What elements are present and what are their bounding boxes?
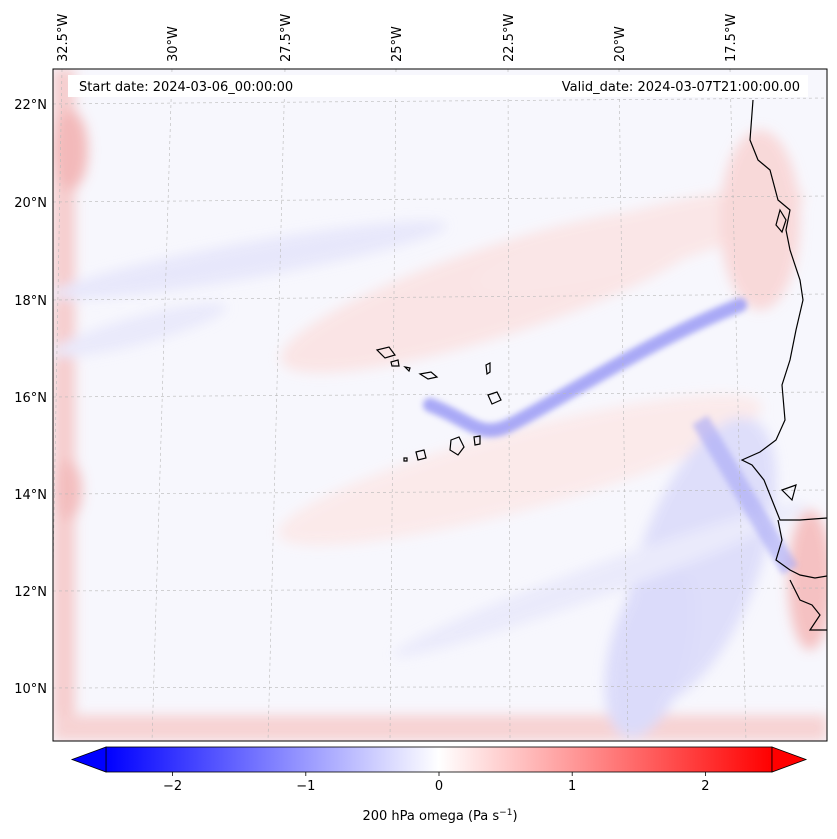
start-date-label: Start date: 2024-03-06_00:00:00 [79, 80, 293, 95]
omega-field [53, 69, 827, 741]
lat-label: 16°N [14, 391, 47, 406]
valid-date-label: Valid_date: 2024-03-07T21:00:00.00 [562, 80, 800, 95]
colorbar: −2 −1 0 1 2 200 hPa omega (Pa s−1) [70, 746, 808, 824]
lat-label: 20°N [14, 196, 47, 211]
date-banner [68, 75, 808, 97]
lon-label: 27.5°W [279, 14, 294, 62]
colorbar-gradient [105, 746, 773, 773]
colorbar-ticks: −2 −1 0 1 2 [163, 772, 710, 794]
lon-label: 25°W [390, 26, 405, 62]
coastlines [375, 99, 827, 631]
colorbar-extend-low [70, 746, 107, 773]
colorbar-label: 200 hPa omega (Pa s−1) [362, 808, 517, 824]
lat-label: 22°N [14, 98, 47, 113]
lat-label: 18°N [14, 294, 47, 309]
lat-label: 10°N [14, 682, 47, 697]
latitude-labels: 22°N 20°N 18°N 16°N 14°N 12°N 10°N [14, 98, 47, 697]
lon-label: 20°W [613, 26, 628, 62]
colorbar-tick-label: 0 [435, 779, 443, 794]
colorbar-tick-label: −1 [296, 779, 315, 794]
colorbar-tick-label: −2 [163, 779, 182, 794]
longitude-labels: 32.5°W 30°W 27.5°W 25°W 22.5°W 20°W 17.5… [56, 14, 739, 62]
map-frame [52, 68, 828, 742]
graticule [53, 69, 827, 741]
lon-label: 22.5°W [502, 14, 517, 62]
colorbar-tick-label: 2 [701, 779, 709, 794]
lat-label: 12°N [14, 585, 47, 600]
map-panel: Start date: 2024-03-06_00:00:00 Valid_da… [14, 14, 828, 742]
lon-label: 30°W [166, 26, 181, 62]
lon-label: 17.5°W [724, 14, 739, 62]
colorbar-extend-high [771, 746, 808, 773]
lat-label: 14°N [14, 488, 47, 503]
lon-label: 32.5°W [56, 14, 71, 62]
colorbar-tick-label: 1 [568, 779, 576, 794]
